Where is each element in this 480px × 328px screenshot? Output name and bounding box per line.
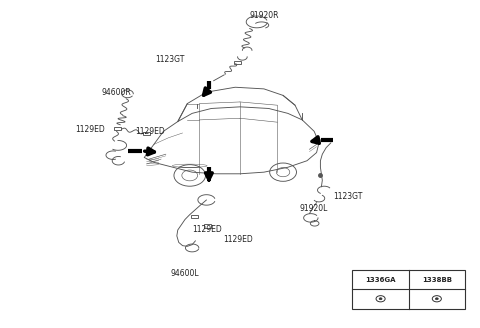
Text: 1338BB: 1338BB	[422, 277, 452, 282]
Text: 1123GT: 1123GT	[333, 192, 363, 201]
Circle shape	[435, 298, 438, 300]
Text: 91920R: 91920R	[250, 11, 279, 20]
Bar	[204, 224, 211, 228]
Bar	[234, 61, 241, 64]
Text: 1129ED: 1129ED	[223, 235, 253, 244]
Text: 94600L: 94600L	[170, 269, 199, 278]
Text: 1129ED: 1129ED	[135, 127, 165, 136]
Circle shape	[379, 298, 382, 300]
Text: 94600R: 94600R	[101, 88, 131, 97]
Bar	[143, 132, 151, 135]
Bar	[191, 215, 198, 218]
Text: 1129ED: 1129ED	[192, 225, 222, 234]
Bar	[114, 127, 121, 130]
Text: 1123GT: 1123GT	[156, 55, 185, 64]
Text: 1129ED: 1129ED	[75, 125, 105, 134]
Text: 1336GA: 1336GA	[365, 277, 396, 282]
Text: 91920L: 91920L	[300, 204, 328, 213]
Bar	[352, 270, 465, 309]
